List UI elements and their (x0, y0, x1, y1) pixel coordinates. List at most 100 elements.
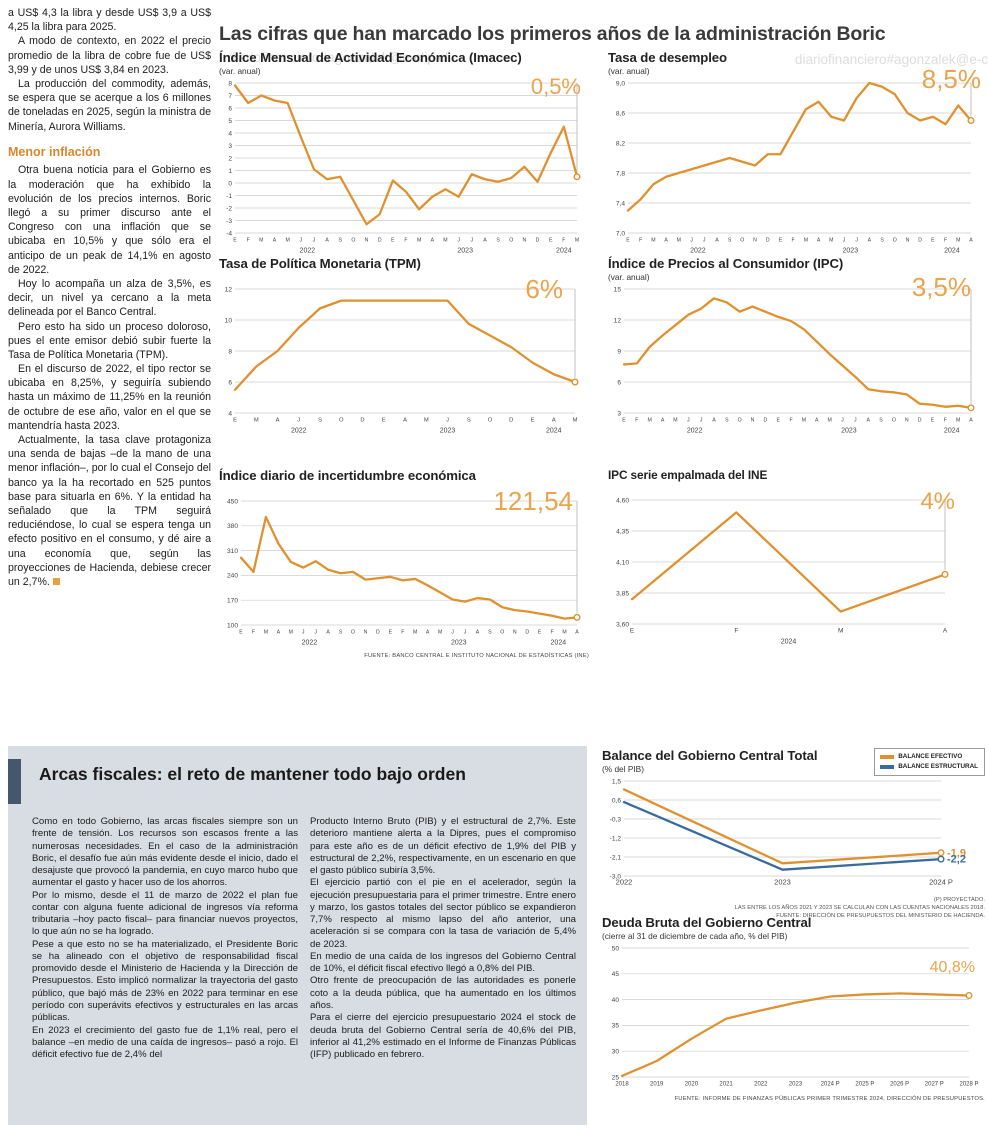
svg-text:310: 310 (227, 548, 238, 555)
svg-text:50: 50 (612, 945, 620, 952)
svg-text:2022: 2022 (616, 878, 633, 887)
legend-item-efectivo: BALANCE EFECTIVO (880, 752, 978, 762)
svg-text:240: 240 (227, 573, 238, 580)
svg-text:J: J (313, 238, 316, 244)
paragraph: Hoy lo acompaña un alza de 3,5%, es deci… (8, 277, 211, 319)
article-end-marker (52, 577, 60, 585)
svg-text:O: O (740, 238, 744, 244)
svg-text:1: 1 (228, 168, 232, 175)
svg-text:2024: 2024 (944, 428, 960, 435)
svg-text:M: M (438, 630, 442, 636)
svg-text:M: M (443, 238, 447, 244)
svg-text:2022: 2022 (687, 428, 703, 435)
svg-text:45: 45 (612, 971, 620, 978)
svg-text:7,0: 7,0 (616, 230, 625, 237)
svg-text:450: 450 (227, 498, 238, 505)
svg-text:A: A (815, 418, 819, 424)
svg-text:4: 4 (228, 130, 232, 137)
svg-text:2020: 2020 (685, 1082, 699, 1088)
svg-text:-2: -2 (226, 205, 232, 212)
svg-text:E: E (776, 418, 780, 424)
svg-text:M: M (259, 238, 263, 244)
svg-text:J: J (297, 418, 300, 424)
svg-text:7,8: 7,8 (616, 170, 625, 177)
svg-text:M: M (254, 418, 259, 424)
svg-text:25: 25 (612, 1074, 620, 1081)
svg-text:D: D (509, 418, 513, 424)
svg-text:J: J (470, 238, 473, 244)
svg-text:E: E (626, 238, 630, 244)
svg-text:2021: 2021 (719, 1082, 733, 1088)
chart-current-value: 0,5% (530, 74, 581, 99)
svg-text:D: D (918, 418, 922, 424)
svg-text:M: M (285, 238, 289, 244)
svg-text:O: O (892, 418, 896, 424)
svg-text:8: 8 (228, 348, 232, 355)
svg-text:A: A (483, 238, 487, 244)
chart-card-imacec: Índice Mensual de Actividad Económica (I… (219, 50, 589, 260)
svg-text:6: 6 (228, 105, 232, 112)
svg-text:E: E (549, 238, 553, 244)
paragraph: En 2023 el crecimiento del gasto fue de … (32, 1024, 298, 1061)
svg-text:2024: 2024 (546, 428, 562, 435)
svg-text:A: A (476, 630, 480, 636)
svg-text:2022: 2022 (754, 1082, 768, 1088)
svg-text:2025 P: 2025 P (855, 1082, 874, 1088)
ipc-empalmada-line-chart: 4,60 4,35 4,10 3,85 3,60E F M A 2024 (616, 497, 949, 646)
paragraph: La producción del commodity, además, se … (8, 77, 211, 133)
svg-text:35: 35 (612, 1023, 620, 1030)
svg-text:2024 P: 2024 P (821, 1082, 840, 1088)
chart-title: Tasa de Política Monetaria (TPM) (219, 256, 421, 271)
svg-text:M: M (956, 238, 960, 244)
source-note: FUENTE: BANCO CENTRAL E INSTITUTO NACION… (364, 653, 589, 659)
svg-text:2023: 2023 (440, 428, 456, 435)
svg-text:2024: 2024 (551, 640, 567, 647)
paragraph: Otro frente de preocupación de las autor… (310, 975, 576, 1011)
svg-text:A: A (664, 238, 668, 244)
desempleo-line-chart: 9,08,68,27,87,47,0E F M A M J J A S O N D E F M A M J J A S O… (616, 80, 975, 255)
svg-text:D: D (360, 418, 364, 424)
chart-subtitle: (var. anual) (608, 272, 650, 282)
svg-text:E: E (538, 630, 542, 636)
svg-text:2023: 2023 (841, 428, 857, 435)
legend-label: BALANCE EFECTIVO (898, 753, 963, 760)
svg-text:S: S (488, 630, 492, 636)
svg-text:E: E (931, 238, 935, 244)
estructural-swatch-icon (880, 765, 895, 770)
svg-text:S: S (728, 238, 732, 244)
svg-text:M: M (677, 238, 681, 244)
svg-text:F: F (789, 418, 792, 424)
svg-text:E: E (630, 628, 635, 635)
svg-text:F: F (404, 238, 407, 244)
svg-text:-2,1: -2,1 (610, 854, 622, 861)
chart-title: IPC serie empalmada del INE (608, 468, 768, 482)
headline-accent-bar (8, 759, 21, 804)
svg-text:F: F (401, 630, 404, 636)
svg-text:E: E (531, 418, 535, 424)
chart-current-value: 40,8% (929, 959, 975, 976)
svg-text:M: M (804, 238, 808, 244)
svg-text:N: N (513, 630, 517, 636)
svg-text:2019: 2019 (650, 1082, 664, 1088)
svg-text:5: 5 (228, 118, 232, 125)
svg-text:10: 10 (225, 317, 233, 324)
svg-text:2022: 2022 (300, 248, 316, 255)
svg-text:J: J (855, 238, 858, 244)
chart-subtitle: (% del PIB) (602, 764, 644, 774)
svg-text:D: D (536, 238, 540, 244)
svg-text:A: A (325, 238, 329, 244)
svg-text:4,60: 4,60 (616, 497, 629, 504)
svg-text:4,35: 4,35 (616, 528, 629, 535)
svg-text:J: J (700, 418, 703, 424)
svg-text:J: J (302, 630, 305, 636)
svg-text:S: S (879, 418, 883, 424)
chart-card-balance: Balance del Gobierno Central Total (% de… (602, 748, 985, 920)
svg-text:2024 P: 2024 P (929, 878, 953, 887)
svg-text:O: O (893, 238, 897, 244)
svg-text:380: 380 (227, 523, 238, 530)
svg-text:2024: 2024 (781, 639, 797, 646)
